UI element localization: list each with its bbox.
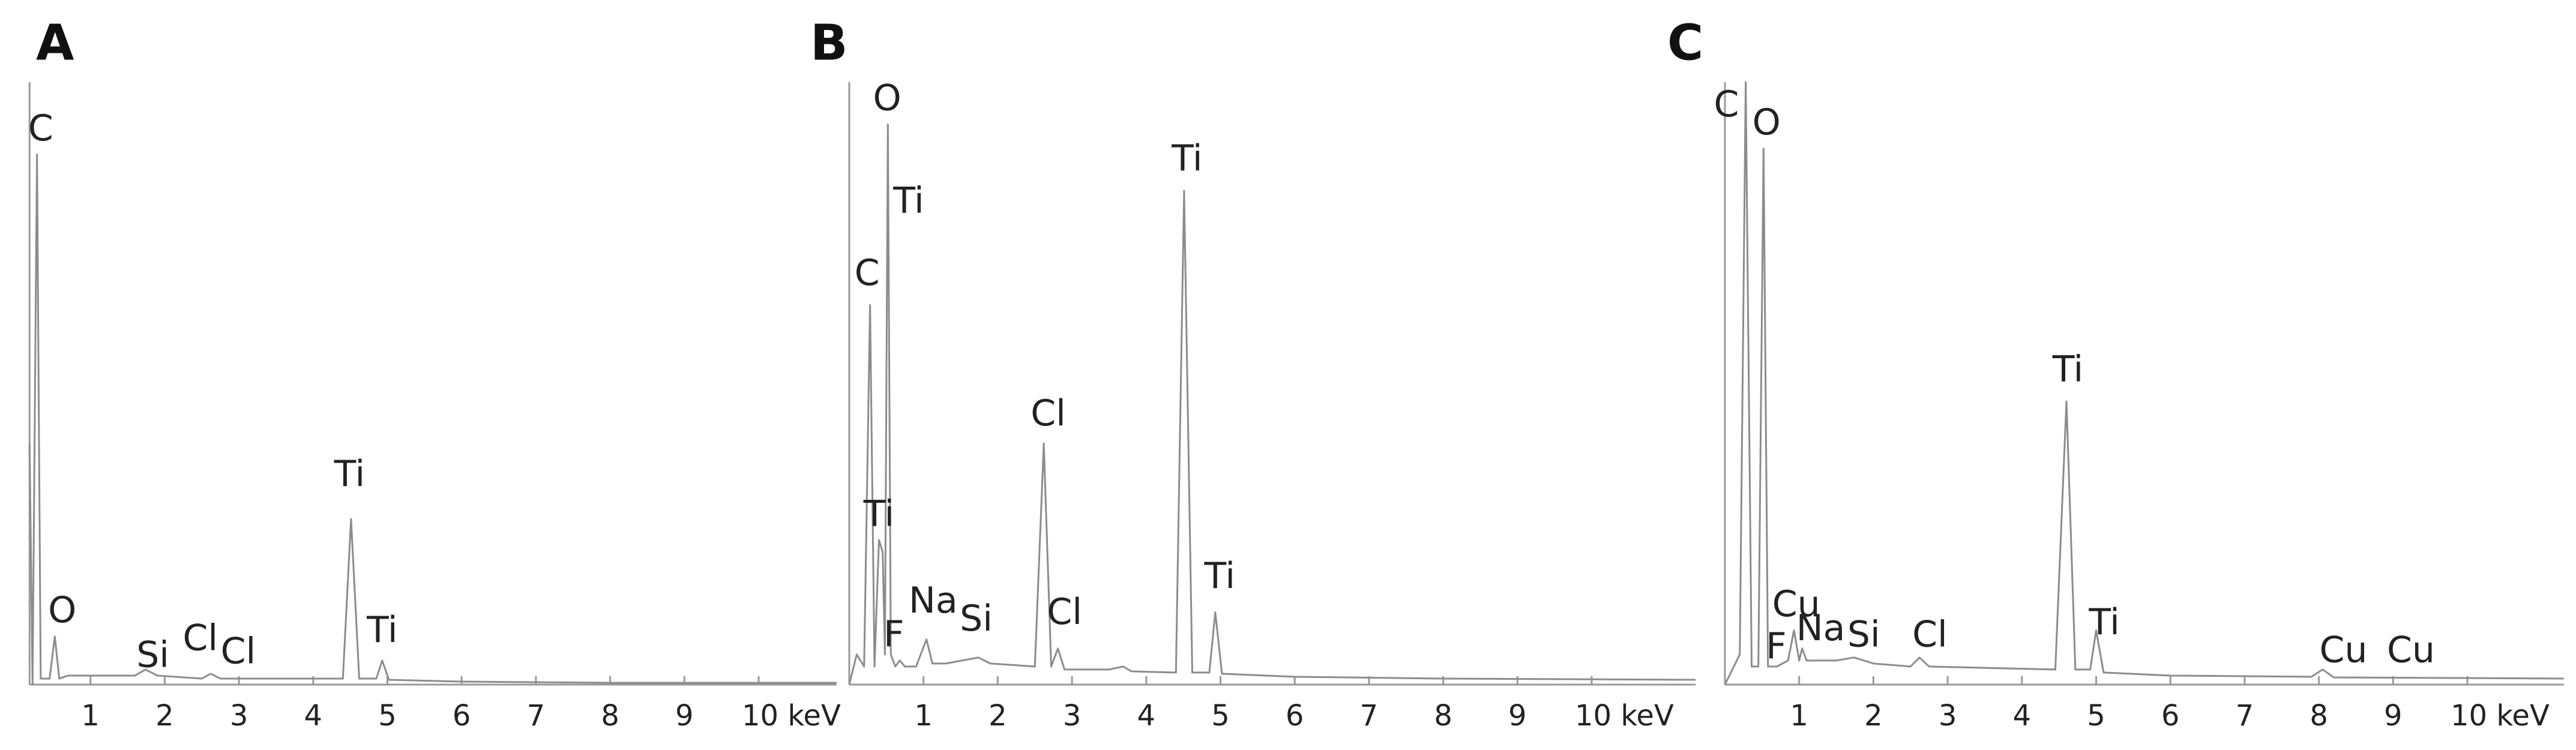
peak-label: C: [28, 107, 53, 149]
peak-label: Cl: [1031, 392, 1066, 434]
peak-label: C: [855, 252, 880, 294]
peak-label: Si: [136, 634, 169, 676]
spectrum-line: [848, 123, 1696, 685]
x-tick-label: 6: [2161, 699, 2180, 733]
peak-label: Ti: [334, 453, 365, 495]
x-tick-label: 6: [1286, 699, 1304, 733]
peak-label: F: [1766, 625, 1787, 667]
x-tick-label: 7: [1360, 699, 1379, 733]
x-tick-label: 3: [1063, 699, 1082, 733]
x-tick-label: 9: [675, 699, 694, 733]
x-tick-label: 8: [1434, 699, 1452, 733]
x-tick-label: 3: [230, 699, 248, 733]
x-tick-label: 10 keV: [1575, 699, 1674, 733]
peak-label: Na: [1796, 607, 1846, 649]
x-tick-label: 2: [989, 699, 1007, 733]
x-tick-label: 2: [155, 699, 174, 733]
spectrum-line: [28, 153, 837, 686]
x-tick-label: 9: [2384, 699, 2403, 733]
x-tick-label: 1: [1790, 699, 1808, 733]
x-tick-label: 5: [2087, 699, 2105, 733]
x-tick-label: 3: [1939, 699, 1957, 733]
peak-label: Ti: [2052, 349, 2083, 391]
x-tick-label: 8: [601, 699, 619, 733]
peak-label: Ti: [863, 493, 894, 535]
peak-label: Ti: [892, 179, 924, 221]
x-tick-label: 5: [378, 699, 397, 733]
peak-label: Cl: [1047, 591, 1082, 633]
peak-label: Cl: [182, 617, 218, 659]
x-tick-label: 10 keV: [2451, 699, 2550, 733]
peak-label: Ti: [1171, 137, 1202, 179]
x-tick-label: 8: [2310, 699, 2328, 733]
x-tick-label: 4: [304, 699, 323, 733]
x-tick-label: 7: [527, 699, 546, 733]
peak-label: O: [1753, 101, 1781, 143]
peak-label: C: [1714, 83, 1739, 125]
x-tick-label: 10 keV: [742, 699, 841, 733]
x-tick-label: 4: [1137, 699, 1156, 733]
peak-label: Si: [960, 598, 993, 640]
peak-label: Ti: [1204, 555, 1235, 597]
x-tick-label: 5: [1211, 699, 1230, 733]
x-tick-label: 7: [2236, 699, 2254, 733]
peak-label: Na: [909, 580, 958, 622]
x-tick-label: 1: [914, 699, 933, 733]
peak-label: Ti: [366, 609, 397, 651]
panel-label: B: [810, 14, 848, 71]
x-tick-label: 1: [81, 699, 100, 733]
peak-label: Si: [1847, 613, 1880, 655]
spectrum-line: [1724, 81, 2564, 685]
x-tick-label: 9: [1508, 699, 1527, 733]
panel-label: C: [1667, 14, 1703, 71]
x-tick-label: 2: [1864, 699, 1883, 733]
peak-label: Ti: [2088, 601, 2119, 643]
x-tick-label: 4: [2013, 699, 2032, 733]
peak-label: O: [48, 589, 76, 631]
peak-label: Cu: [2319, 629, 2367, 671]
x-tick-label: 6: [453, 699, 471, 733]
peak-label: Cl: [1912, 613, 1948, 655]
peak-label: F: [883, 613, 904, 655]
peak-label: Cu: [2387, 629, 2435, 671]
panel-label: A: [36, 14, 74, 71]
peak-label: Cu: [1772, 583, 1820, 625]
peak-label: O: [873, 77, 901, 119]
peak-label: Cl: [221, 630, 256, 672]
